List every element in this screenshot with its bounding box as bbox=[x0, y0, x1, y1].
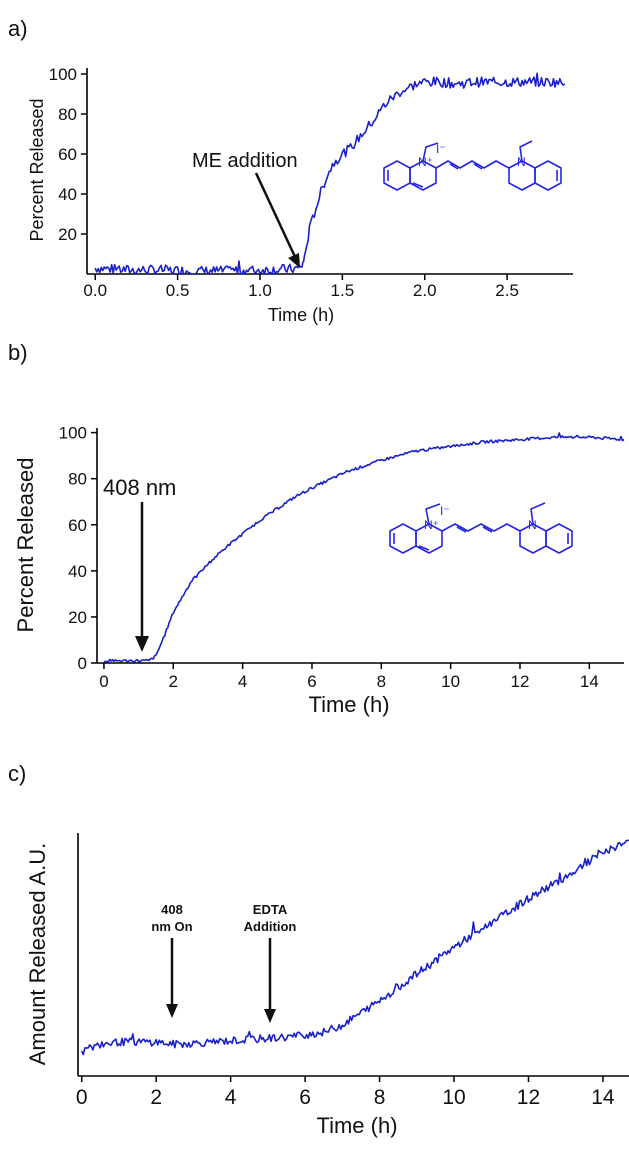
panel-c-annotation-edta-line1: EDTA bbox=[253, 902, 288, 917]
panel-a-x-tick-label: 2.0 bbox=[413, 281, 437, 300]
panel-c-x-tick-label: 12 bbox=[517, 1086, 540, 1109]
panel-a-x-tick-label: 0.5 bbox=[166, 281, 190, 300]
panel-b-neutral-n-label: N bbox=[528, 518, 537, 532]
panel-a-x-tick-label: 1.5 bbox=[331, 281, 355, 300]
panel-a-ticks: 0.0 0.5 1.0 1.5 2.0 2.5 20 40 60 80 100 bbox=[49, 65, 519, 300]
panel-b-ticks: 0 2 4 6 8 10 12 14 0 20 40 60 80 100 bbox=[59, 424, 599, 691]
panel-b-x-tick-label: 0 bbox=[99, 672, 108, 691]
panel-b-x-tick-label: 12 bbox=[511, 672, 530, 691]
panel-a-chart: 0.0 0.5 1.0 1.5 2.0 2.5 20 40 60 80 100 Time (h) P… bbox=[27, 65, 573, 325]
panel-b-x-tick-label: 2 bbox=[169, 672, 178, 691]
panel-c-x-axis-label: Time (h) bbox=[316, 1113, 397, 1138]
panel-a-x-tick-label: 2.5 bbox=[495, 281, 519, 300]
panel-c-x-tick-label: 2 bbox=[150, 1086, 162, 1109]
panel-b-x-axis-label: Time (h) bbox=[308, 692, 389, 717]
panel-c-x-tick-label: 14 bbox=[591, 1086, 615, 1109]
panel-c-annotation-arrow-408 bbox=[166, 938, 178, 1018]
panel-a-y-tick-label: 40 bbox=[58, 185, 77, 204]
panel-b-x-tick-label: 4 bbox=[238, 672, 247, 691]
panel-a-neutral-n-label: N bbox=[517, 155, 526, 169]
panel-a-x-axis-label: Time (h) bbox=[268, 305, 334, 325]
panel-c-label: c) bbox=[8, 761, 26, 786]
panel-a-y-tick-label: 20 bbox=[58, 225, 77, 244]
panel-a-x-tick-label: 1.0 bbox=[248, 281, 272, 300]
panel-c-x-tick-label: 10 bbox=[442, 1086, 465, 1109]
panel-b-x-tick-label: 6 bbox=[307, 672, 316, 691]
panel-b-series-line bbox=[103, 432, 625, 663]
panel-c-annotation-arrow-edta bbox=[264, 938, 276, 1023]
panel-a-y-tick-label: 80 bbox=[58, 105, 77, 124]
panel-a-x-tick-label: 0.0 bbox=[83, 281, 107, 300]
panel-b-y-tick-label: 40 bbox=[68, 562, 87, 581]
panel-c-ticks: 0 2 4 6 8 10 12 14 bbox=[76, 1076, 615, 1109]
panel-b-y-tick-label: 60 bbox=[68, 516, 87, 535]
panel-b-cation-label: N⁺ bbox=[424, 518, 439, 532]
panel-a-label: a) bbox=[8, 16, 28, 41]
panel-b-annotation: 408 nm bbox=[103, 475, 176, 500]
panel-a-y-tick-label: 100 bbox=[49, 65, 77, 84]
panel-b-y-tick-label: 0 bbox=[78, 654, 87, 673]
panel-a-cation-label: N⁺ bbox=[418, 155, 433, 169]
panel-a-molecule-structure: N⁺ I⁻ N bbox=[383, 140, 562, 191]
panel-c-annotation-edta-line2: Addition bbox=[244, 919, 297, 934]
panel-b-y-tick-label: 20 bbox=[68, 608, 87, 627]
panel-c-x-tick-label: 6 bbox=[299, 1086, 311, 1109]
panel-a-annotation-arrow bbox=[254, 172, 300, 268]
panel-c-x-tick-label: 4 bbox=[225, 1086, 237, 1109]
panel-b-annotation-arrow bbox=[135, 502, 149, 652]
panel-b-chart: 0 2 4 6 8 10 12 14 0 20 40 60 80 100 Time (h) Percent… bbox=[13, 424, 625, 717]
panel-c-y-axis-label: Amount Released A.U. bbox=[25, 843, 50, 1066]
panel-b-molecule-structure: N⁺ I⁻ N bbox=[389, 502, 573, 554]
panel-a-annotation: ME addition bbox=[192, 150, 298, 172]
panel-c-x-tick-label: 8 bbox=[374, 1086, 386, 1109]
panel-c-annotation-408-line2: nm On bbox=[151, 919, 192, 934]
panel-a-y-axis-label: Percent Released bbox=[27, 98, 47, 241]
panel-b-x-tick-label: 10 bbox=[441, 672, 460, 691]
panel-c-annotation-408-line1: 408 bbox=[161, 902, 183, 917]
panel-b-y-tick-label: 80 bbox=[68, 470, 87, 489]
panel-c-chart: 0 2 4 6 8 10 12 14 Time (h) Amount Released A.U… bbox=[25, 833, 629, 1138]
panel-a-y-tick-label: 60 bbox=[58, 145, 77, 164]
panel-a-anion-label: I⁻ bbox=[436, 142, 446, 156]
panel-b-x-tick-label: 8 bbox=[377, 672, 386, 691]
panel-b-x-tick-label: 14 bbox=[580, 672, 599, 691]
panel-b-y-axis-label: Percent Released bbox=[13, 458, 38, 633]
panel-c-series-line bbox=[80, 839, 629, 1056]
panel-c-x-tick-label: 0 bbox=[76, 1086, 88, 1109]
panel-b-y-tick-label: 100 bbox=[59, 424, 87, 443]
panel-b-anion-label: I⁻ bbox=[440, 504, 450, 518]
panel-b-label: b) bbox=[8, 340, 28, 365]
panel-a-series-line bbox=[94, 72, 566, 275]
